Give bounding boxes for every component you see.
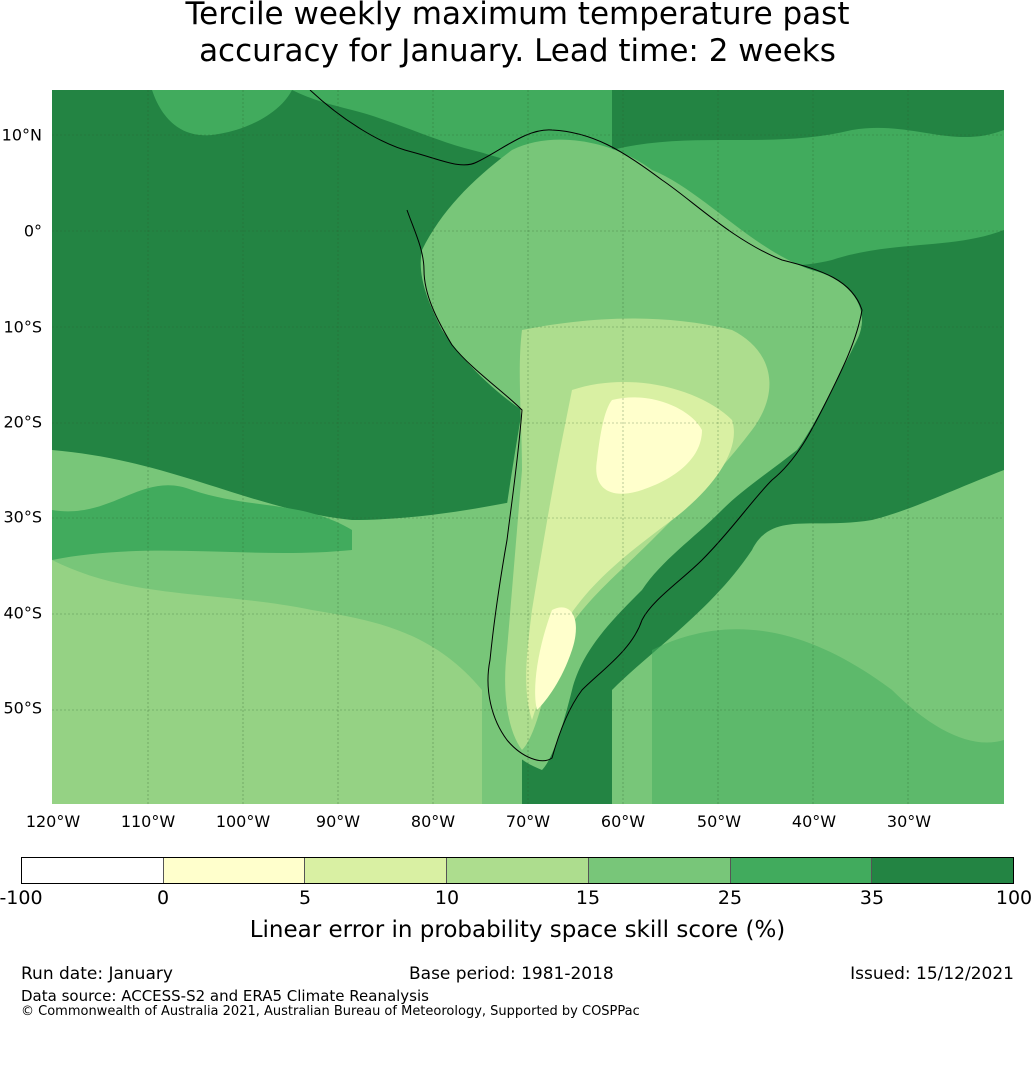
data-source: Data source: ACCESS-S2 and ERA5 Climate …: [21, 987, 429, 1005]
lon-label-80w: 80°W: [410, 812, 456, 831]
colorbar-label: Linear error in probability space skill …: [249, 917, 786, 943]
issued-date: Issued: 15/12/2021: [850, 964, 1014, 984]
base-period: Base period: 1981-2018: [409, 964, 614, 984]
lat-label-40s: 40°S: [3, 603, 42, 623]
northern-pacific-patch: [152, 90, 292, 136]
lat-label-50s: 50°S: [3, 698, 42, 718]
lon-label-120w: 120°W: [25, 812, 81, 831]
lon-label-50w: 50°W: [696, 812, 742, 831]
argentina-minimal-skill: [535, 607, 576, 710]
lon-label-30w: 30°W: [886, 812, 932, 831]
colorbar-segment-7: [872, 858, 1014, 883]
colorbar-tick-8: 100: [995, 887, 1033, 909]
southern-ocean-low-area: [52, 560, 482, 804]
colorbar-tick-1: -100: [0, 887, 43, 909]
lon-label-70w: 70°W: [505, 812, 551, 831]
brazil-highland-minimal-skill: [596, 397, 702, 494]
lon-label-100w: 100°W: [215, 812, 271, 831]
map-canvas: [52, 90, 1004, 804]
colorbar-tick-7: 35: [859, 887, 885, 909]
lon-label-90w: 90°W: [315, 812, 361, 831]
colorbar: [21, 857, 1014, 884]
lat-label-10s: 10°S: [3, 317, 42, 337]
south-atlantic-band: [652, 629, 1004, 804]
colorbar-segment-1: [22, 858, 164, 883]
coastline: [309, 90, 863, 762]
colorbar-segment-3: [305, 858, 448, 883]
map-title: Tercile weekly maximum temperature past …: [0, 0, 1035, 70]
lat-label-10n: 10°N: [1, 125, 42, 145]
colorbar-tick-2: 0: [156, 887, 170, 909]
lon-label-110w: 110°W: [120, 812, 176, 831]
title-line-2: accuracy for January. Lead time: 2 weeks: [199, 33, 836, 69]
colorbar-segment-5: [588, 858, 731, 883]
pacific-band: [52, 485, 352, 560]
copyright: © Commonwealth of Australia 2021, Austra…: [21, 1004, 640, 1019]
lon-label-60w: 60°W: [600, 812, 646, 831]
title-line-1: Tercile weekly maximum temperature past: [185, 0, 850, 32]
run-date: Run date: January: [21, 964, 173, 984]
colorbar-tick-6: 25: [717, 887, 743, 909]
colorbar-tick-3: 5: [298, 887, 312, 909]
colorbar-segment-6: [730, 858, 873, 883]
skill-score-map: [52, 90, 1004, 804]
lat-label-0: 0°: [23, 221, 42, 241]
colorbar-segment-4: [447, 858, 589, 883]
lon-label-40w: 40°W: [791, 812, 837, 831]
graticule: [52, 90, 1004, 804]
colorbar-tick-4: 10: [434, 887, 460, 909]
lat-label-30s: 30°S: [3, 507, 42, 527]
lat-label-20s: 20°S: [3, 412, 42, 432]
colorbar-tick-5: 15: [575, 887, 601, 909]
colorbar-segment-2: [163, 858, 306, 883]
